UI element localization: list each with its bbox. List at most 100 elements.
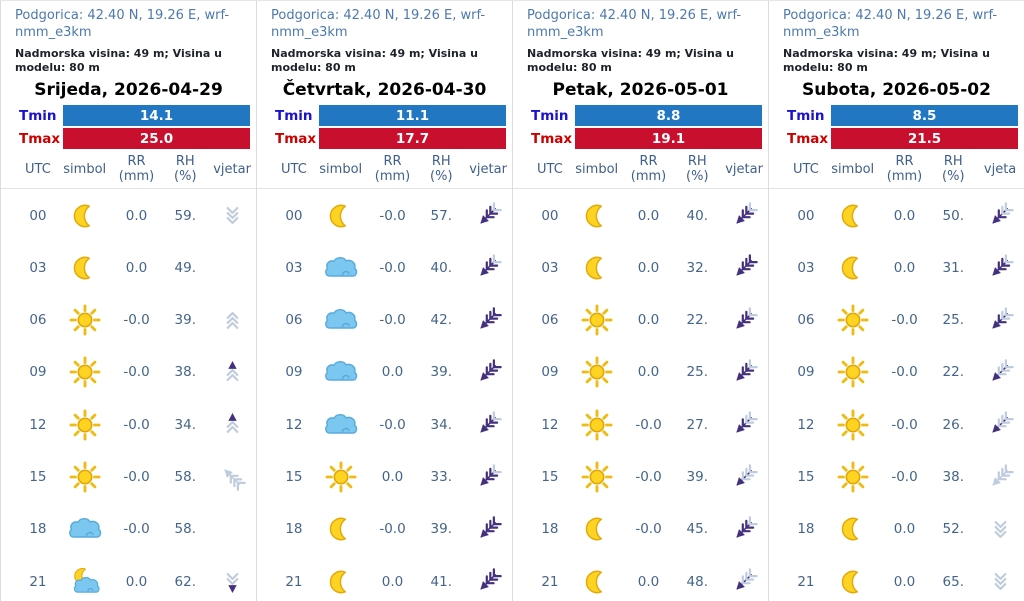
forecast-row: 09 0.0 39. <box>257 346 512 398</box>
table-header-row: UTC simbol RR (mm) RH (%) vjetar <box>513 151 768 190</box>
col-header-rh-unit: RH <box>175 154 195 170</box>
rh-cell: 22. <box>686 312 709 329</box>
col-header-rh-unit: (%) <box>430 168 453 184</box>
forecast-row: 00 -0.0 57. <box>257 189 512 241</box>
rh-cell: 38. <box>174 364 197 381</box>
utc-cell: 00 <box>285 207 303 224</box>
symbol-cell <box>827 199 879 233</box>
sun-icon <box>581 356 613 388</box>
forecast-row: 21 0.0 65. <box>769 555 1024 601</box>
symbol-cell <box>315 565 367 599</box>
rh-cell: 25. <box>686 364 709 381</box>
symbol-cell <box>827 512 879 546</box>
utc-cell: 12 <box>541 416 559 433</box>
rh-cell: 31. <box>942 259 965 276</box>
moon-icon <box>585 256 602 280</box>
wind-arrow-icon <box>479 411 502 433</box>
day-column: Podgorica: 42.40 N, 19.26 E, wrf-nmm_e3k… <box>256 1 512 601</box>
wind-arrow-icon <box>735 359 758 381</box>
forecast-row: 18 -0.0 39. <box>257 503 512 555</box>
symbol-cell <box>571 460 623 494</box>
wind-cell <box>720 254 768 281</box>
location-title: Podgorica: 42.40 N, 19.26 E, wrf-nmm_e3k… <box>527 8 742 40</box>
symbol-cell <box>315 303 367 337</box>
col-header-rr: RR (mm) <box>623 155 675 184</box>
rr-cell: -0.0 <box>123 312 150 329</box>
cloud-icon <box>324 413 357 434</box>
rh-cell: 34. <box>174 416 197 433</box>
symbol-cell <box>315 512 367 546</box>
forecast-row: 03 0.0 31. <box>769 242 1024 294</box>
utc-cell: 12 <box>29 416 47 433</box>
col-header-rr-unit: (mm) <box>886 168 923 184</box>
moon-icon <box>329 204 346 227</box>
col-header-wind: vjetar <box>213 162 251 178</box>
rr-cell: -0.0 <box>635 521 662 538</box>
tmin-row: Tmin 14.1 <box>1 105 250 127</box>
rr-cell: 0.0 <box>381 364 404 381</box>
utc-cell: 00 <box>29 207 47 224</box>
wind-cell <box>976 306 1024 334</box>
utc-cell: 15 <box>541 469 559 485</box>
utc-cell: 06 <box>29 312 47 329</box>
tmin-label: Tmin <box>531 107 569 124</box>
utc-cell: 21 <box>797 573 815 590</box>
utc-cell: 12 <box>285 416 303 433</box>
wind-cell <box>464 568 512 595</box>
wind-cell <box>720 516 768 543</box>
rh-cell: 40. <box>430 259 453 276</box>
forecast-row: 06 -0.0 25. <box>769 294 1024 346</box>
tmax-value-bar: 17.7 <box>319 128 506 150</box>
sun-icon <box>325 461 357 493</box>
rr-cell: -0.0 <box>379 207 406 224</box>
col-header-rh-unit: RH <box>431 154 451 170</box>
utc-cell: 21 <box>541 573 559 590</box>
sun-icon <box>837 461 869 493</box>
wind-arrow-icon <box>479 463 502 486</box>
wind-arrow-icon <box>991 306 1014 329</box>
rr-cell: 0.0 <box>125 207 148 224</box>
rh-cell: 26. <box>942 416 965 433</box>
col-header-rr-unit: RR <box>383 154 402 170</box>
wind-arrow-icon <box>479 254 502 276</box>
symbol-cell <box>59 199 111 233</box>
rh-cell: 59. <box>174 207 197 224</box>
rr-cell: -0.0 <box>123 521 150 538</box>
tmax-label: Tmax <box>275 130 317 147</box>
rh-cell: 25. <box>942 312 965 329</box>
forecast-row: 18 -0.0 58. <box>1 503 256 555</box>
wind-arrow-icon <box>991 463 1014 486</box>
elevation-info: Nadmorska visina: 49 m; Visina u modelu:… <box>271 46 478 75</box>
forecast-rows: 00 -0.0 57. 03 -0.0 40. 06 -0.0 42. 09 0.0 39. 12 -0.… <box>257 189 512 601</box>
wind-arrow-icon <box>735 568 758 590</box>
forecast-row: 18 -0.0 45. <box>513 503 768 555</box>
utc-cell: 03 <box>797 259 815 276</box>
forecast-row: 12 -0.0 34. <box>257 399 512 451</box>
col-header-symbol: simbol <box>63 162 107 178</box>
wind-cell <box>976 202 1024 229</box>
wind-arrow-icon <box>479 516 502 538</box>
moon-icon <box>329 570 346 593</box>
rh-cell: 58. <box>174 469 197 485</box>
tmin-value-bar: 8.8 <box>575 105 762 127</box>
wind-arrow-icon <box>223 468 246 491</box>
table-header-row: UTC simbol RR (mm) RH (%) vjetar <box>257 151 512 190</box>
wind-cell <box>720 463 768 491</box>
tmax-value-bar: 25.0 <box>63 128 250 150</box>
wind-cell <box>976 568 1024 595</box>
cloud-icon <box>68 518 101 539</box>
rh-cell: 49. <box>174 259 197 276</box>
utc-cell: 09 <box>541 364 559 381</box>
wind-cell <box>976 463 1024 491</box>
day-column: Podgorica: 42.40 N, 19.26 E, wrf-nmm_e3k… <box>512 1 768 601</box>
tmin-value-bar: 8.5 <box>831 105 1018 127</box>
symbol-cell <box>571 408 623 442</box>
moon-icon <box>73 256 90 280</box>
wind-arrow-icon <box>991 202 1014 224</box>
wind-cell <box>208 307 256 334</box>
forecast-row: 00 0.0 40. <box>513 189 768 241</box>
symbol-cell <box>59 251 111 285</box>
wind-cell <box>464 202 512 229</box>
rr-cell: -0.0 <box>635 416 662 433</box>
col-header-rh: RH (%) <box>162 155 208 184</box>
